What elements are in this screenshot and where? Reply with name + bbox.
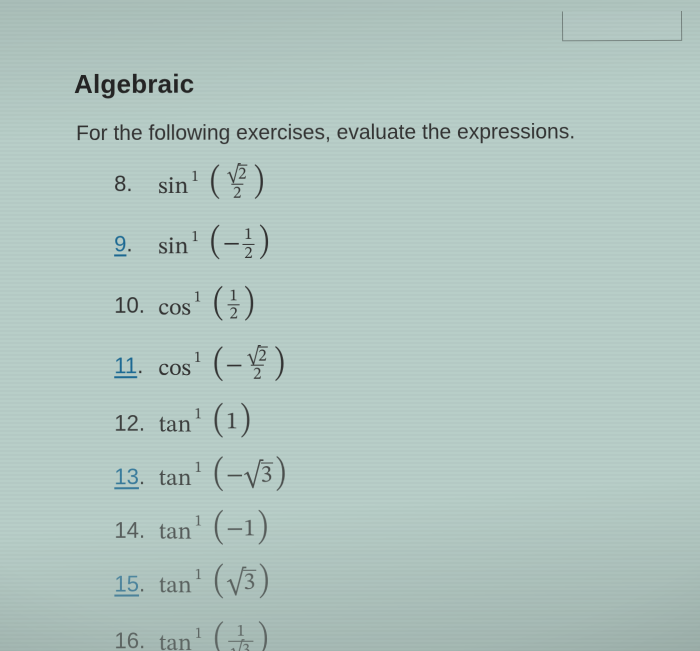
- exercise-number: 12.: [114, 410, 148, 436]
- exercise-number: 14.: [114, 517, 148, 543]
- exercise-expression: tan1 (−√3): [159, 461, 288, 491]
- section-heading: Algebraic: [74, 67, 649, 100]
- exercise-expression: sin1 (−12): [158, 226, 271, 263]
- exercise-item: 10. cos1 (12): [114, 285, 650, 323]
- exercise-expression: tan1 (1√3): [159, 622, 270, 651]
- exercise-item: 8. sin1 (√22): [114, 164, 649, 202]
- exercise-number: 16.: [114, 628, 148, 651]
- exercise-number[interactable]: 15.: [114, 571, 148, 597]
- exercise-number[interactable]: 11.: [114, 353, 148, 379]
- exercise-link[interactable]: 11: [114, 353, 137, 378]
- exercise-expression: sin1 (√22): [158, 166, 266, 203]
- exercise-link[interactable]: 13: [114, 463, 139, 488]
- exercise-list: 8. sin1 (√22) 9. sin1 (−12) 10. cos1 (12) 11. c…: [74, 164, 652, 651]
- textbook-page: Algebraic For the following exercises, e…: [28, 17, 693, 651]
- exercise-item: 11. cos1 (−√22): [114, 346, 650, 384]
- exercise-item: 14. tan1 (−1): [114, 514, 651, 545]
- exercise-item: 16. tan1 (1√3): [114, 621, 652, 651]
- exercise-number: 10.: [114, 292, 148, 318]
- exercise-item: 12. tan1 (1): [114, 407, 651, 438]
- exercise-expression: tan1 (−1): [159, 515, 270, 545]
- page-corner-box: [562, 11, 682, 41]
- exercise-expression: cos1 (12): [158, 287, 256, 324]
- exercise-expression: tan1 (√3): [159, 569, 271, 599]
- exercise-link[interactable]: 9: [114, 232, 126, 257]
- exercise-instructions: For the following exercises, evaluate th…: [76, 120, 649, 146]
- exercise-number[interactable]: 13.: [114, 463, 148, 489]
- exercise-number: 8.: [114, 171, 148, 197]
- exercise-link[interactable]: 15: [114, 571, 139, 596]
- exercise-expression: cos1 (−√22): [158, 347, 286, 384]
- exercise-expression: tan1 (1): [158, 408, 252, 438]
- exercise-item: 13. tan1 (−√3): [114, 460, 651, 491]
- exercise-item: 9. sin1 (−12): [114, 225, 650, 263]
- exercise-number[interactable]: 9.: [114, 232, 148, 258]
- exercise-item: 15. tan1 (√3): [114, 567, 652, 598]
